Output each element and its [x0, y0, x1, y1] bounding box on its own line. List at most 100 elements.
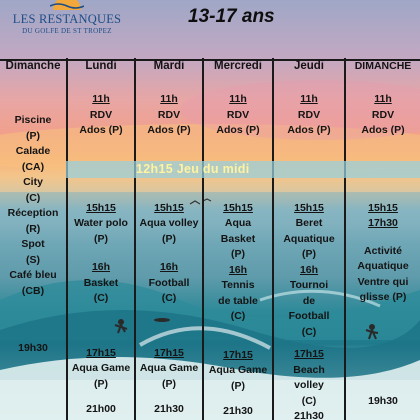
slot-time: 17h15 [294, 348, 324, 360]
slot-end-time: 17h30 [368, 217, 398, 229]
slot-activity: Aquatique [357, 260, 409, 272]
slot-time: 16h [299, 263, 319, 276]
column-divider [272, 58, 274, 420]
legend-code: (S) [26, 253, 40, 266]
slot-activity: Basket [220, 232, 256, 245]
slot-time: 17h15 [223, 348, 253, 361]
legend-item: Calade [15, 145, 51, 157]
slot-activity: Aqua Game [71, 362, 131, 374]
column-divider [202, 58, 204, 420]
slot-activity: Aqua volley [139, 217, 199, 229]
column-wednesday: Mercredi 11h RDV Ados (P) 15h15 Aqua Bas… [204, 60, 272, 420]
slot-activity: Tennis [221, 279, 255, 291]
slot-activity: Water polo [74, 217, 128, 229]
header-divider [0, 59, 420, 61]
day-title: DIMANCHE [354, 60, 412, 72]
slot-location: (P) [94, 232, 108, 245]
night-time: 21h30 [223, 405, 253, 417]
night-time: 21h00 [86, 403, 116, 415]
slot-time: 11h [374, 93, 392, 105]
legend-item: Réception [7, 207, 59, 219]
day-title: Lundi [85, 60, 117, 72]
slot-activity: de [302, 294, 316, 307]
slot-activity: volley [294, 379, 324, 391]
slot-activity: Football [288, 310, 330, 322]
legend-code: (CB) [21, 284, 45, 297]
column-dimanche: DIMANCHE 11h RDV Ados (P) 15h15 17h30 Ac… [346, 60, 420, 409]
slot-activity: Basket [83, 276, 119, 289]
slot-time: 17h15 [86, 346, 116, 359]
day-title: Jeudi [293, 60, 325, 72]
slot-activity: glisse (P) [359, 291, 407, 303]
slot-location: (C) [230, 310, 246, 322]
slot-time: 11h [160, 93, 178, 105]
column-divider [134, 58, 136, 420]
slot-location: (P) [231, 248, 245, 260]
night-time: 19h30 [368, 394, 398, 407]
slot-activity: de table [218, 294, 258, 307]
slot-time: 15h15 [223, 201, 253, 214]
slot-location: (P) [162, 232, 176, 245]
slot-activity: RDV [297, 108, 321, 121]
slot-location: (C) [301, 325, 317, 338]
sun-logo-icon [50, 0, 84, 10]
logo: LES RESTANQUES DU GOLFE DE ST TROPEZ [2, 0, 132, 44]
slot-time: 16h [228, 263, 248, 276]
night-time: 21h30 [294, 410, 324, 420]
column-monday: Lundi 11h RDV Ados (P) 15h15 Water polo … [68, 60, 134, 418]
slot-activity: Beret [295, 217, 323, 229]
slot-location: (P) [94, 377, 108, 390]
column-sunday: Dimanche Piscine (P) Calade (CA) City (C… [0, 60, 66, 357]
slot-activity: RDV [89, 108, 113, 121]
slot-activity: Ados (P) [79, 124, 123, 136]
slot-activity: RDV [371, 108, 395, 121]
slot-time: 17h15 [154, 346, 184, 359]
slot-time: 15h15 [368, 201, 398, 214]
slot-location: (P) [302, 248, 316, 260]
slot-location: (C) [301, 394, 317, 407]
column-divider [344, 58, 346, 420]
slot-activity: Ados (P) [216, 124, 260, 136]
legend-item: City [23, 176, 43, 188]
slot-activity: Aqua Game [208, 364, 268, 376]
slot-time: 11h [92, 93, 110, 105]
slot-activity: Ados (P) [287, 124, 331, 136]
age-range-title: 13-17 ans [188, 6, 275, 27]
slot-activity: Tournoi [289, 279, 329, 291]
night-time: 21h30 [154, 403, 184, 415]
slot-time: 16h [91, 261, 111, 273]
column-divider [66, 58, 68, 420]
slot-activity: Aqua Game [139, 362, 199, 374]
slot-time: 15h15 [154, 201, 184, 214]
day-title: Mercredi [214, 60, 262, 72]
legend-code: (C) [25, 191, 41, 204]
slot-activity: Ados (P) [147, 124, 191, 136]
evening-time: 19h30 [18, 342, 48, 354]
slot-time: 11h [229, 93, 247, 105]
slot-time: 16h [159, 261, 179, 273]
noon-game-banner: 12h15 Jeu du midi [66, 161, 420, 178]
slot-location: (C) [161, 292, 177, 304]
day-title: Dimanche [5, 60, 61, 72]
column-tuesday: Mardi 11h RDV Ados (P) 15h15 Aqua volley… [136, 60, 202, 418]
slot-location: (P) [162, 377, 176, 390]
slot-time: 15h15 [86, 201, 116, 214]
slot-location: (P) [231, 379, 245, 392]
logo-subtitle: DU GOLFE DE ST TROPEZ [22, 27, 112, 35]
slot-activity: RDV [226, 108, 250, 121]
slot-activity: RDV [157, 108, 181, 121]
slot-activity: Aqua [224, 217, 252, 229]
legend-code: (R) [25, 222, 41, 235]
legend-item: Spot [21, 238, 45, 250]
column-thursday: Jeudi 11h RDV Ados (P) 15h15 Beret Aquat… [274, 60, 344, 420]
slot-activity: Beach [293, 363, 325, 376]
header: LES RESTANQUES DU GOLFE DE ST TROPEZ 13-… [0, 0, 420, 52]
slot-time: 15h15 [294, 201, 324, 214]
slot-location: (C) [93, 292, 109, 304]
legend-item: Piscine [14, 114, 52, 126]
slot-activity: Aquatique [283, 232, 335, 245]
slot-activity: Football [148, 276, 190, 289]
legend-code: (CA) [21, 160, 45, 173]
legend-item: Café bleu [9, 269, 57, 281]
slot-activity: Ventre qui [357, 275, 409, 288]
